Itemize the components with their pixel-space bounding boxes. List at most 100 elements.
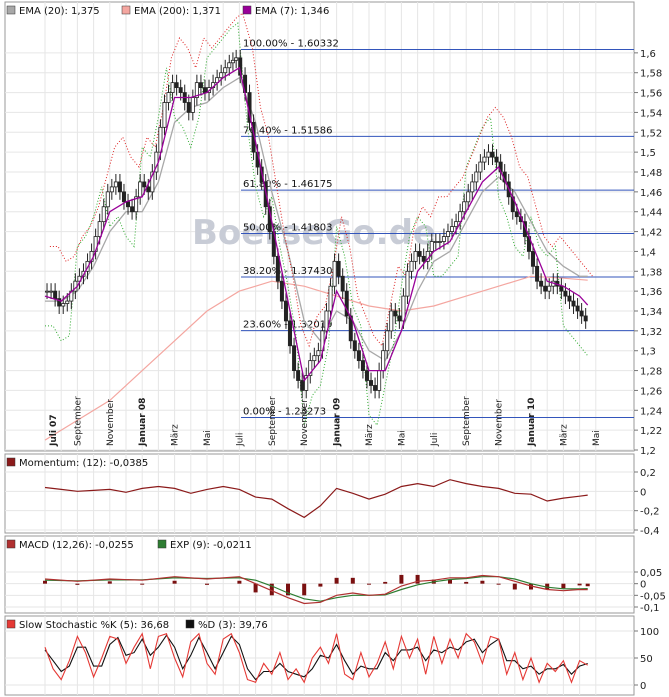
macd-histogram-bar (545, 583, 550, 590)
x-tick-label: Januar 08 (138, 398, 148, 447)
macd-histogram-bar (286, 583, 290, 596)
fib-level-label: 38.20% - 1.37430 (243, 266, 332, 277)
x-tick-label: Juli 07 (49, 414, 59, 447)
x-tick-label: März (365, 424, 375, 446)
macd-histogram-bar (318, 583, 323, 587)
x-tick-label: September (73, 396, 83, 446)
fib-level-label: 100.00% - 1.60332 (243, 39, 339, 50)
candle-body (126, 201, 131, 208)
price-legend-swatch (121, 5, 131, 15)
macd-histogram-bar (480, 580, 485, 584)
y-tick-label: 1,56 (640, 89, 662, 100)
price-legend-swatch (6, 5, 16, 15)
x-tick-label: Juli (235, 433, 245, 447)
candle-body (324, 310, 329, 332)
macd-histogram-bar (75, 583, 80, 585)
price-legend-label: EMA (200): 1,371 (134, 6, 221, 17)
macd-y-tick-label: 0 (640, 580, 646, 591)
stoch-d-line (44, 634, 588, 681)
candle-body (146, 186, 151, 193)
candle-body (105, 191, 110, 208)
x-tick-label: Mai (397, 430, 407, 446)
candle-body (433, 241, 438, 243)
candle-body (300, 380, 305, 391)
candle-body (292, 345, 297, 371)
x-tick-label: Mai (203, 430, 213, 446)
macd-histogram-bar (415, 574, 420, 584)
stochastic-legend-swatch (185, 619, 195, 629)
candle-body (369, 380, 374, 386)
candle-body (514, 211, 519, 218)
x-tick-label: Mai (592, 430, 602, 446)
macd-histogram-bar (464, 581, 469, 584)
fib-level-label: 76.40% - 1.51586 (243, 125, 332, 136)
candle-body (352, 340, 357, 352)
candle-body (482, 156, 487, 163)
candle-body (571, 300, 576, 307)
macd-histogram-bar (399, 574, 404, 584)
candle-body (381, 350, 386, 371)
candle-body (494, 156, 499, 163)
candle-body (45, 290, 50, 293)
macd-histogram-bar (43, 580, 47, 584)
candle-body (57, 298, 62, 307)
macd-legend-swatch (157, 539, 167, 549)
candle-body (470, 181, 475, 193)
macd-histogram-bar (172, 580, 177, 584)
candle-body (344, 290, 349, 317)
fib-level-label: 23.60% - 1.32019 (243, 320, 332, 331)
y-tick-label: 1,42 (640, 228, 662, 239)
candle-body (377, 370, 382, 391)
x-tick-label: November (106, 399, 116, 446)
candle-body (190, 97, 195, 113)
candle-body (417, 251, 422, 257)
candle-body (142, 181, 147, 188)
candle-body (316, 350, 321, 357)
candle-body (198, 82, 203, 89)
candle-body (466, 191, 471, 203)
x-tick-label: Juli (430, 433, 440, 447)
momentum-y-tick-label: -0,2 (640, 507, 660, 518)
macd-histogram-bar (448, 579, 452, 584)
x-tick-label: März (171, 424, 181, 446)
candle-body (389, 310, 394, 332)
macd-histogram-bar (253, 583, 258, 593)
fib-level-label: 61.80% - 1.46175 (243, 179, 332, 190)
momentum-y-tick-label: 0,2 (640, 468, 656, 479)
candle-body (405, 270, 410, 297)
candle-body (134, 196, 139, 213)
candle-body (490, 151, 495, 158)
candle-body (117, 181, 122, 193)
candle-body (340, 275, 345, 292)
macd-histogram-bar (496, 583, 501, 585)
macd-histogram-bar (107, 581, 112, 584)
candle-body (279, 280, 284, 302)
candle-body (429, 241, 434, 252)
macd-y-tick-label: -0,05 (640, 591, 666, 602)
y-tick-label: 1,34 (640, 307, 662, 318)
candle-body (65, 300, 70, 304)
candle-body (227, 62, 232, 69)
y-tick-label: 1,3 (640, 347, 656, 358)
candle-body (401, 295, 406, 322)
candle-body (486, 151, 491, 158)
candle-body (53, 290, 58, 299)
x-tick-label: September (268, 396, 278, 446)
macd-legend-swatch (6, 539, 16, 549)
candle-body (454, 221, 459, 228)
y-tick-label: 1,2 (640, 446, 656, 457)
y-tick-label: 1,26 (640, 386, 662, 397)
candle-body (130, 206, 135, 213)
candle-body (393, 310, 398, 317)
candle-body (409, 260, 414, 272)
y-tick-label: 1,48 (640, 168, 662, 179)
candle-body (579, 310, 584, 317)
candle-body (288, 320, 293, 347)
candle-body (364, 370, 369, 381)
price-legend-label: EMA (7): 1,346 (255, 6, 329, 17)
momentum-legend-swatch (6, 457, 16, 467)
macd-histogram-bar (334, 577, 339, 584)
candle-body (202, 87, 207, 93)
x-tick-label: Januar 09 (333, 398, 343, 447)
